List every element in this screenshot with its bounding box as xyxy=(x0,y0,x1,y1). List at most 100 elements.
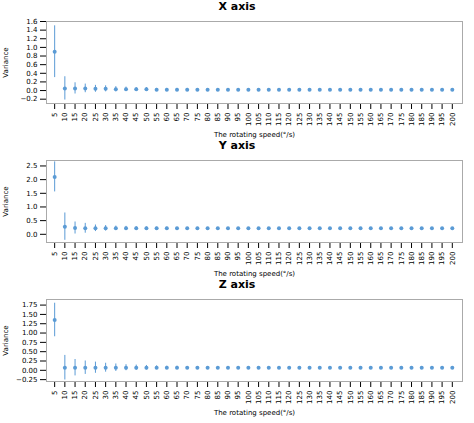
svg-text:75: 75 xyxy=(194,113,202,122)
svg-text:160: 160 xyxy=(367,113,375,126)
svg-text:0.0: 0.0 xyxy=(26,87,37,95)
svg-text:Variance: Variance xyxy=(2,325,10,355)
svg-text:90: 90 xyxy=(224,252,232,261)
svg-text:25: 25 xyxy=(92,113,100,122)
svg-text:165: 165 xyxy=(377,391,385,404)
svg-text:130: 130 xyxy=(306,252,314,265)
svg-text:20: 20 xyxy=(81,391,89,400)
svg-text:110: 110 xyxy=(265,252,273,265)
svg-text:5: 5 xyxy=(51,391,59,395)
svg-text:105: 105 xyxy=(255,252,263,265)
svg-text:80: 80 xyxy=(204,391,212,400)
svg-text:15: 15 xyxy=(71,391,79,400)
svg-text:115: 115 xyxy=(275,252,283,265)
svg-text:1.0: 1.0 xyxy=(26,44,37,52)
svg-text:70: 70 xyxy=(183,252,191,261)
svg-text:25: 25 xyxy=(92,252,100,261)
svg-text:0.50: 0.50 xyxy=(22,348,38,356)
svg-text:2.0: 2.0 xyxy=(26,176,37,184)
svg-text:100: 100 xyxy=(245,391,253,404)
svg-text:155: 155 xyxy=(357,252,365,265)
svg-text:55: 55 xyxy=(153,252,161,261)
svg-text:1.4: 1.4 xyxy=(26,26,38,34)
svg-text:195: 195 xyxy=(438,252,446,265)
svg-text:145: 145 xyxy=(336,113,344,126)
svg-text:180: 180 xyxy=(408,113,416,126)
svg-text:The rotating speed(°/s): The rotating speed(°/s) xyxy=(213,270,295,278)
svg-text:1.75: 1.75 xyxy=(22,301,38,309)
svg-text:5: 5 xyxy=(51,113,59,117)
svg-text:190: 190 xyxy=(428,113,436,126)
svg-text:60: 60 xyxy=(163,252,171,261)
svg-text:115: 115 xyxy=(275,113,283,126)
svg-text:200: 200 xyxy=(449,391,457,404)
svg-text:145: 145 xyxy=(336,252,344,265)
svg-text:150: 150 xyxy=(347,391,355,404)
svg-text:1.5: 1.5 xyxy=(26,190,37,198)
svg-text:1.25: 1.25 xyxy=(22,320,38,328)
svg-text:190: 190 xyxy=(428,391,436,404)
svg-text:120: 120 xyxy=(285,113,293,126)
svg-text:140: 140 xyxy=(326,252,334,265)
svg-text:55: 55 xyxy=(153,391,161,400)
svg-text:95: 95 xyxy=(234,391,242,400)
svg-text:0.25: 0.25 xyxy=(22,357,38,365)
svg-text:70: 70 xyxy=(183,113,191,122)
svg-text:−0.25: −0.25 xyxy=(16,376,37,384)
svg-text:15: 15 xyxy=(71,113,79,122)
svg-text:60: 60 xyxy=(163,391,171,400)
svg-text:50: 50 xyxy=(143,391,151,400)
svg-text:175: 175 xyxy=(398,252,406,265)
svg-text:150: 150 xyxy=(347,252,355,265)
svg-text:25: 25 xyxy=(92,391,100,400)
svg-text:85: 85 xyxy=(214,391,222,400)
svg-text:1.50: 1.50 xyxy=(22,311,38,319)
svg-text:105: 105 xyxy=(255,391,263,404)
svg-text:175: 175 xyxy=(398,113,406,126)
svg-text:0.5: 0.5 xyxy=(26,217,37,225)
svg-text:180: 180 xyxy=(408,252,416,265)
svg-text:155: 155 xyxy=(357,113,365,126)
svg-text:135: 135 xyxy=(316,252,324,265)
svg-text:120: 120 xyxy=(285,391,293,404)
svg-text:0.0: 0.0 xyxy=(26,231,37,239)
svg-text:110: 110 xyxy=(265,391,273,404)
svg-text:155: 155 xyxy=(357,391,365,404)
svg-text:130: 130 xyxy=(306,391,314,404)
svg-text:30: 30 xyxy=(102,252,110,261)
svg-text:65: 65 xyxy=(173,252,181,261)
svg-text:100: 100 xyxy=(245,252,253,265)
svg-text:100: 100 xyxy=(245,113,253,126)
svg-text:70: 70 xyxy=(183,391,191,400)
svg-text:10: 10 xyxy=(61,252,69,261)
svg-text:85: 85 xyxy=(214,252,222,261)
svg-text:45: 45 xyxy=(132,252,140,261)
svg-text:170: 170 xyxy=(387,252,395,265)
svg-text:45: 45 xyxy=(132,391,140,400)
svg-text:0.6: 0.6 xyxy=(26,61,38,69)
svg-text:130: 130 xyxy=(306,113,314,126)
svg-text:80: 80 xyxy=(204,113,212,122)
svg-text:20: 20 xyxy=(81,252,89,261)
svg-text:95: 95 xyxy=(234,252,242,261)
svg-text:1.6: 1.6 xyxy=(26,18,38,26)
svg-text:10: 10 xyxy=(61,391,69,400)
svg-text:165: 165 xyxy=(377,252,385,265)
svg-text:165: 165 xyxy=(377,113,385,126)
svg-text:135: 135 xyxy=(316,113,324,126)
svg-text:195: 195 xyxy=(438,113,446,126)
svg-text:125: 125 xyxy=(296,113,304,126)
svg-text:55: 55 xyxy=(153,113,161,122)
svg-text:185: 185 xyxy=(418,391,426,404)
svg-text:140: 140 xyxy=(326,113,334,126)
svg-text:40: 40 xyxy=(122,252,130,261)
svg-text:0.2: 0.2 xyxy=(26,78,37,86)
svg-text:1.0: 1.0 xyxy=(26,203,37,211)
svg-text:45: 45 xyxy=(132,113,140,122)
svg-text:85: 85 xyxy=(214,113,222,122)
svg-text:Variance: Variance xyxy=(2,47,10,77)
svg-text:50: 50 xyxy=(143,113,151,122)
svg-text:170: 170 xyxy=(387,113,395,126)
svg-text:180: 180 xyxy=(408,391,416,404)
svg-text:150: 150 xyxy=(347,113,355,126)
